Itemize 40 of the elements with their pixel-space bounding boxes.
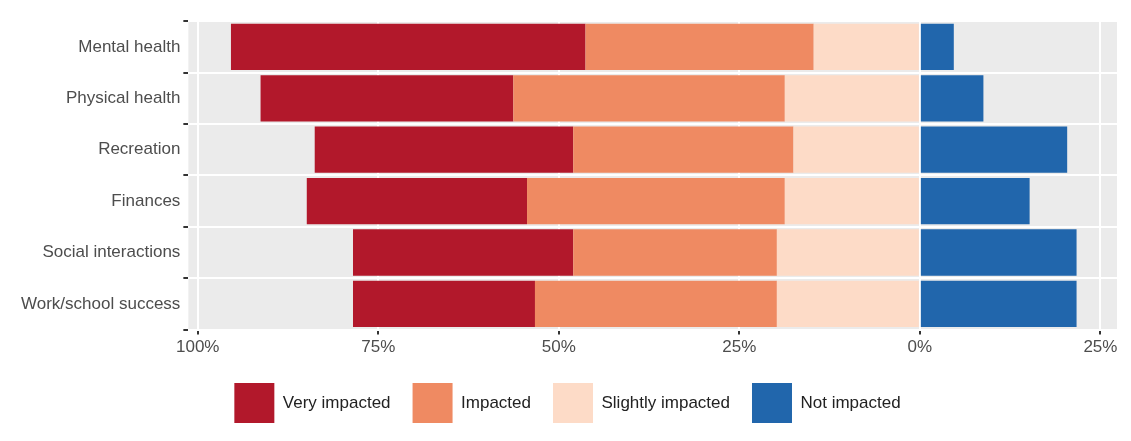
bar xyxy=(813,23,919,71)
bar xyxy=(534,280,777,328)
y-tick-label: Social interactions xyxy=(42,242,181,262)
bar xyxy=(776,229,919,276)
x-tick-label: 50% xyxy=(541,337,576,357)
bar xyxy=(573,229,777,276)
bar xyxy=(920,177,1030,225)
bar xyxy=(513,75,785,122)
bar xyxy=(352,229,574,276)
legend-label: Very impacted xyxy=(282,392,391,412)
bar xyxy=(920,280,1077,328)
x-tick-label: 25% xyxy=(722,337,757,357)
legend-label: Not impacted xyxy=(800,392,901,412)
bar xyxy=(793,126,919,173)
bar xyxy=(920,229,1077,276)
x-tick-label: 75% xyxy=(361,337,396,357)
y-tick-label: Mental health xyxy=(78,36,181,56)
x-tick-label: 100% xyxy=(176,337,220,357)
bar xyxy=(230,23,586,71)
legend-label: Slightly impacted xyxy=(601,392,731,412)
bar xyxy=(776,280,919,328)
bar xyxy=(573,126,794,173)
y-tick-label: Physical health xyxy=(66,87,181,107)
bar xyxy=(314,126,574,173)
bar xyxy=(920,75,984,122)
x-tick-label: 0% xyxy=(907,337,933,357)
bar xyxy=(920,126,1068,173)
bar xyxy=(585,23,814,71)
bar xyxy=(527,177,785,225)
bar xyxy=(784,177,919,225)
bar xyxy=(784,75,919,122)
bar xyxy=(352,280,535,328)
bar xyxy=(260,75,514,122)
y-tick-label: Work/school success xyxy=(20,293,181,313)
x-tick-label: 25% xyxy=(1083,337,1118,357)
y-tick-label: Recreation xyxy=(98,139,181,159)
bar xyxy=(306,177,528,225)
y-tick-label: Finances xyxy=(111,190,181,210)
bar xyxy=(920,23,954,71)
legend-label: Impacted xyxy=(461,392,531,412)
